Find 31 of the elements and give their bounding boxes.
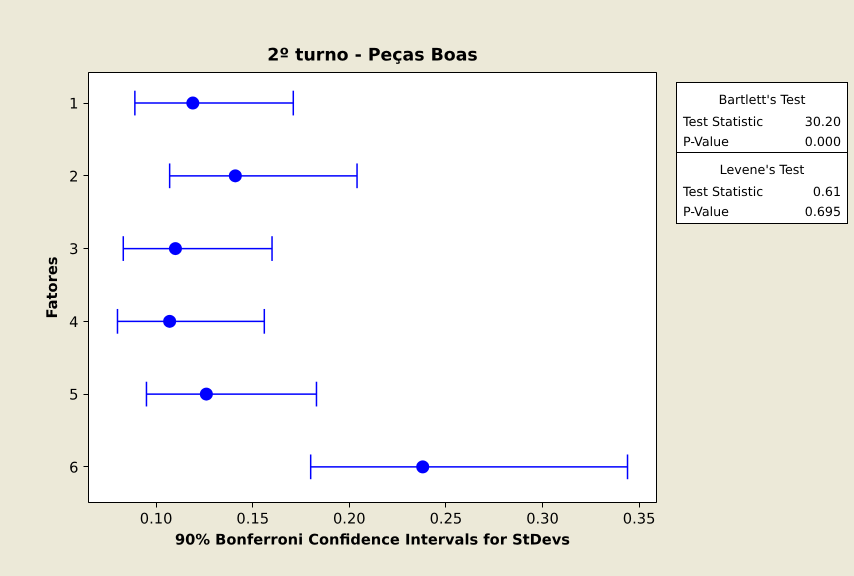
chart-title: 2º turno - Peças Boas	[267, 46, 478, 66]
x-tick-label: 0.15	[236, 510, 270, 528]
text: Bartlett's Test	[718, 91, 806, 109]
point	[186, 96, 200, 110]
x-tick-label: 0.20	[333, 510, 366, 528]
y-tick-label: 3	[69, 241, 79, 258]
point	[163, 314, 176, 328]
y-tick-label: 4	[69, 314, 79, 331]
text: 0.000	[804, 133, 842, 152]
text: 0.695	[804, 203, 842, 222]
x-tick-label: 0.10	[140, 510, 172, 528]
x-tick-label: 0.25	[430, 510, 462, 528]
point	[168, 242, 182, 256]
y-tick-label: 2	[69, 168, 79, 186]
point	[416, 460, 430, 474]
text: Test Statistic	[682, 183, 764, 202]
y-tick-label: 5	[69, 386, 79, 404]
text: 30.20	[804, 113, 842, 132]
text: P-Value	[682, 133, 730, 152]
x-tick-label: 0.35	[622, 510, 656, 528]
point	[228, 169, 242, 182]
text: Test Statistic	[682, 113, 764, 132]
point	[200, 388, 213, 401]
y-tick-label: 1	[69, 96, 79, 113]
x-axis-title: 90% Bonferroni Confidence Intervals for StDevs	[174, 532, 570, 548]
text: Levene's Test	[676, 152, 848, 182]
text: 0.61	[812, 183, 842, 202]
y-axis-title: Fatores	[44, 256, 62, 319]
text: P-Value	[682, 203, 730, 222]
x-tick-label: 0.30	[526, 510, 559, 528]
y-tick-label: 6	[69, 459, 79, 476]
